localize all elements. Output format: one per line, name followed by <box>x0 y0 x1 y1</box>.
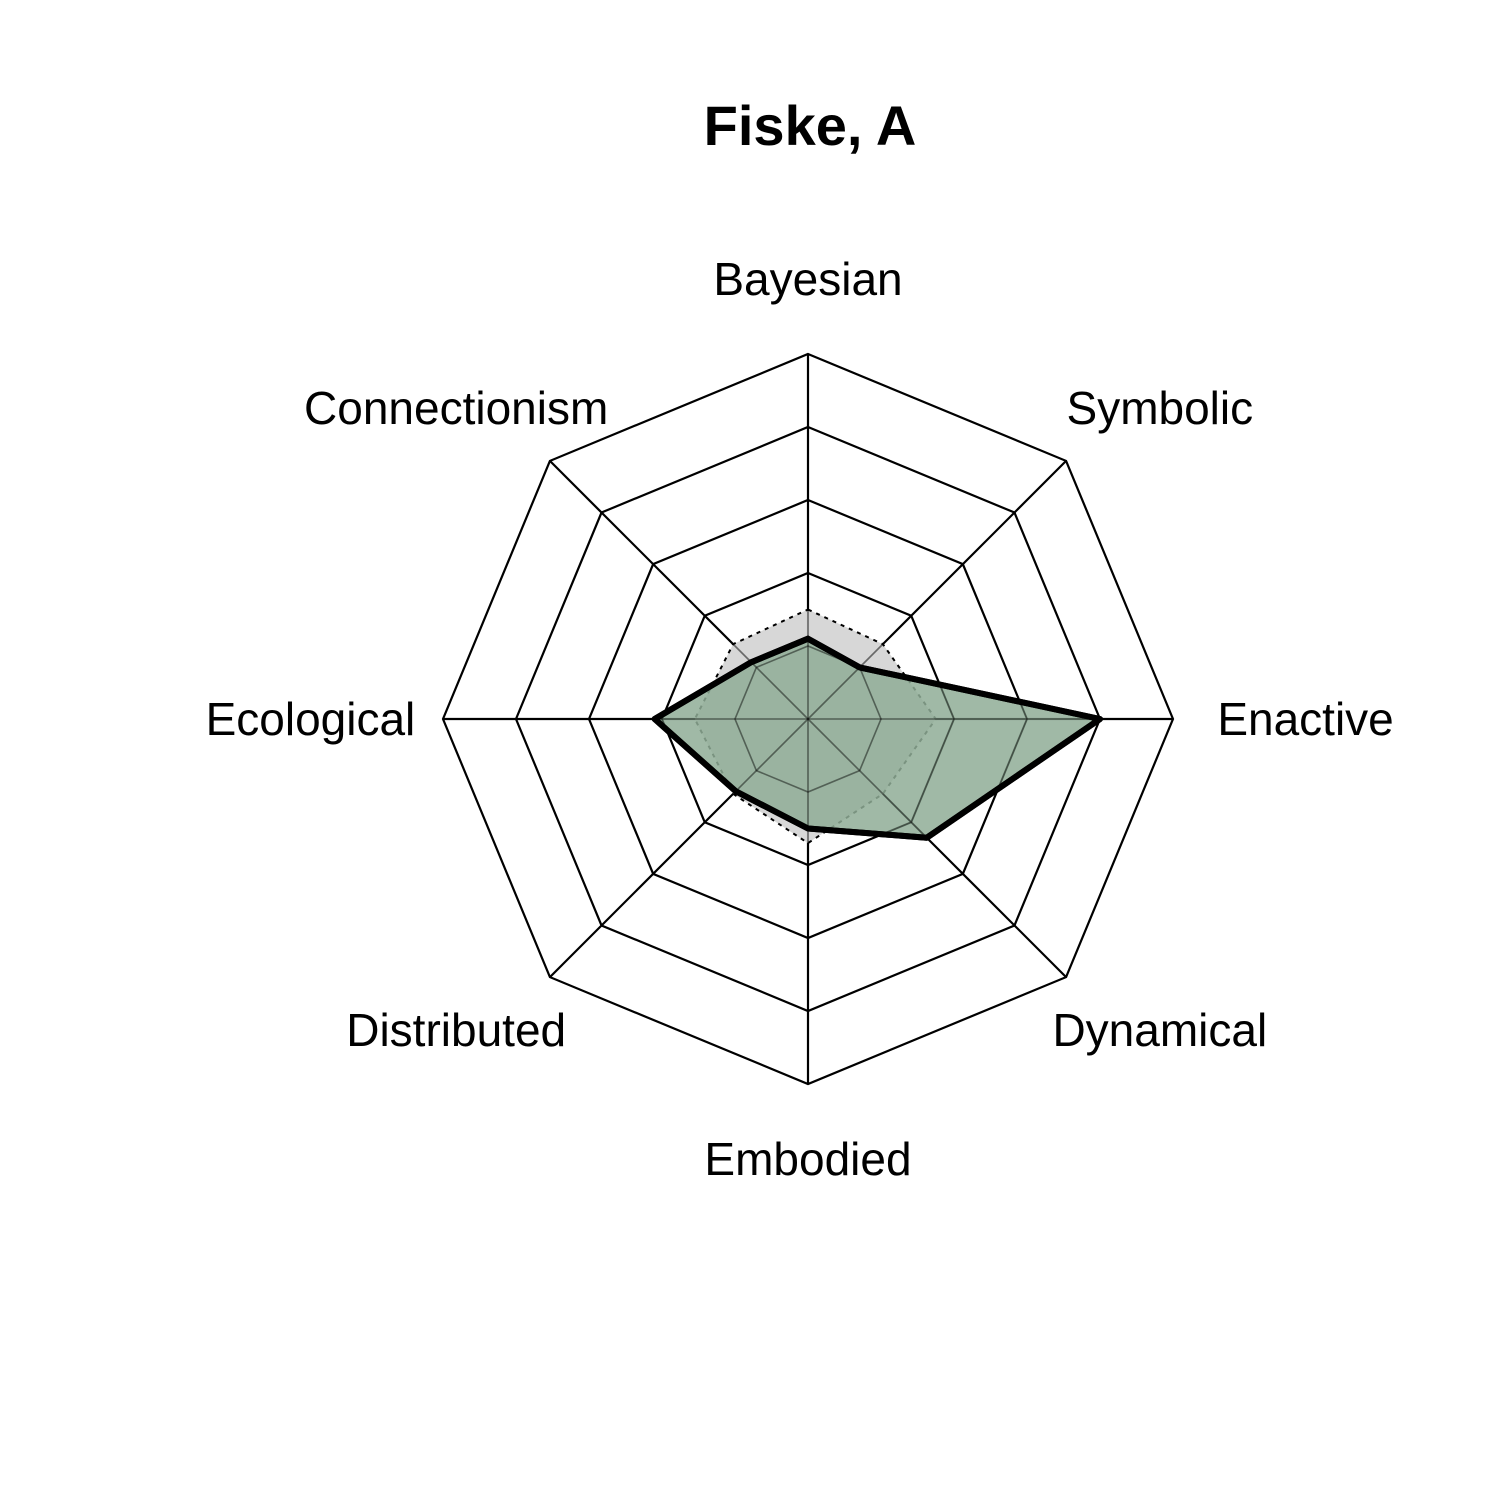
axis-label-embodied: Embodied <box>704 1133 911 1185</box>
grid-spoke-overlay <box>807 718 1067 978</box>
grid-ring-overlay <box>442 353 1174 1085</box>
axis-label-connectionism: Connectionism <box>304 382 608 434</box>
axis-label-ecological: Ecological <box>206 693 416 745</box>
series-line-main <box>651 635 1103 841</box>
grid-ring-overlay <box>734 645 882 793</box>
radar-series <box>442 353 1174 1085</box>
axis-label-bayesian: Bayesian <box>713 253 902 305</box>
chart-title: Fiske, A <box>704 94 917 157</box>
grid-overlay <box>442 353 1174 1085</box>
grid-ring-overlay <box>515 426 1101 1012</box>
grid-spoke-overlay <box>549 718 809 978</box>
axis-labels: Bayesian Symbolic Enactive Dynamical Embodie… <box>206 253 1394 1185</box>
axis-label-symbolic: Symbolic <box>1067 382 1254 434</box>
axis-label-distributed: Distributed <box>346 1004 566 1056</box>
grid-ring-overlay <box>661 572 955 866</box>
grid-spoke-overlay <box>807 460 1067 720</box>
axis-label-dynamical: Dynamical <box>1052 1004 1267 1056</box>
grid-spoke-overlay <box>549 460 809 720</box>
axis-label-enactive: Enactive <box>1217 693 1393 745</box>
grid-ring-overlay <box>588 499 1028 939</box>
